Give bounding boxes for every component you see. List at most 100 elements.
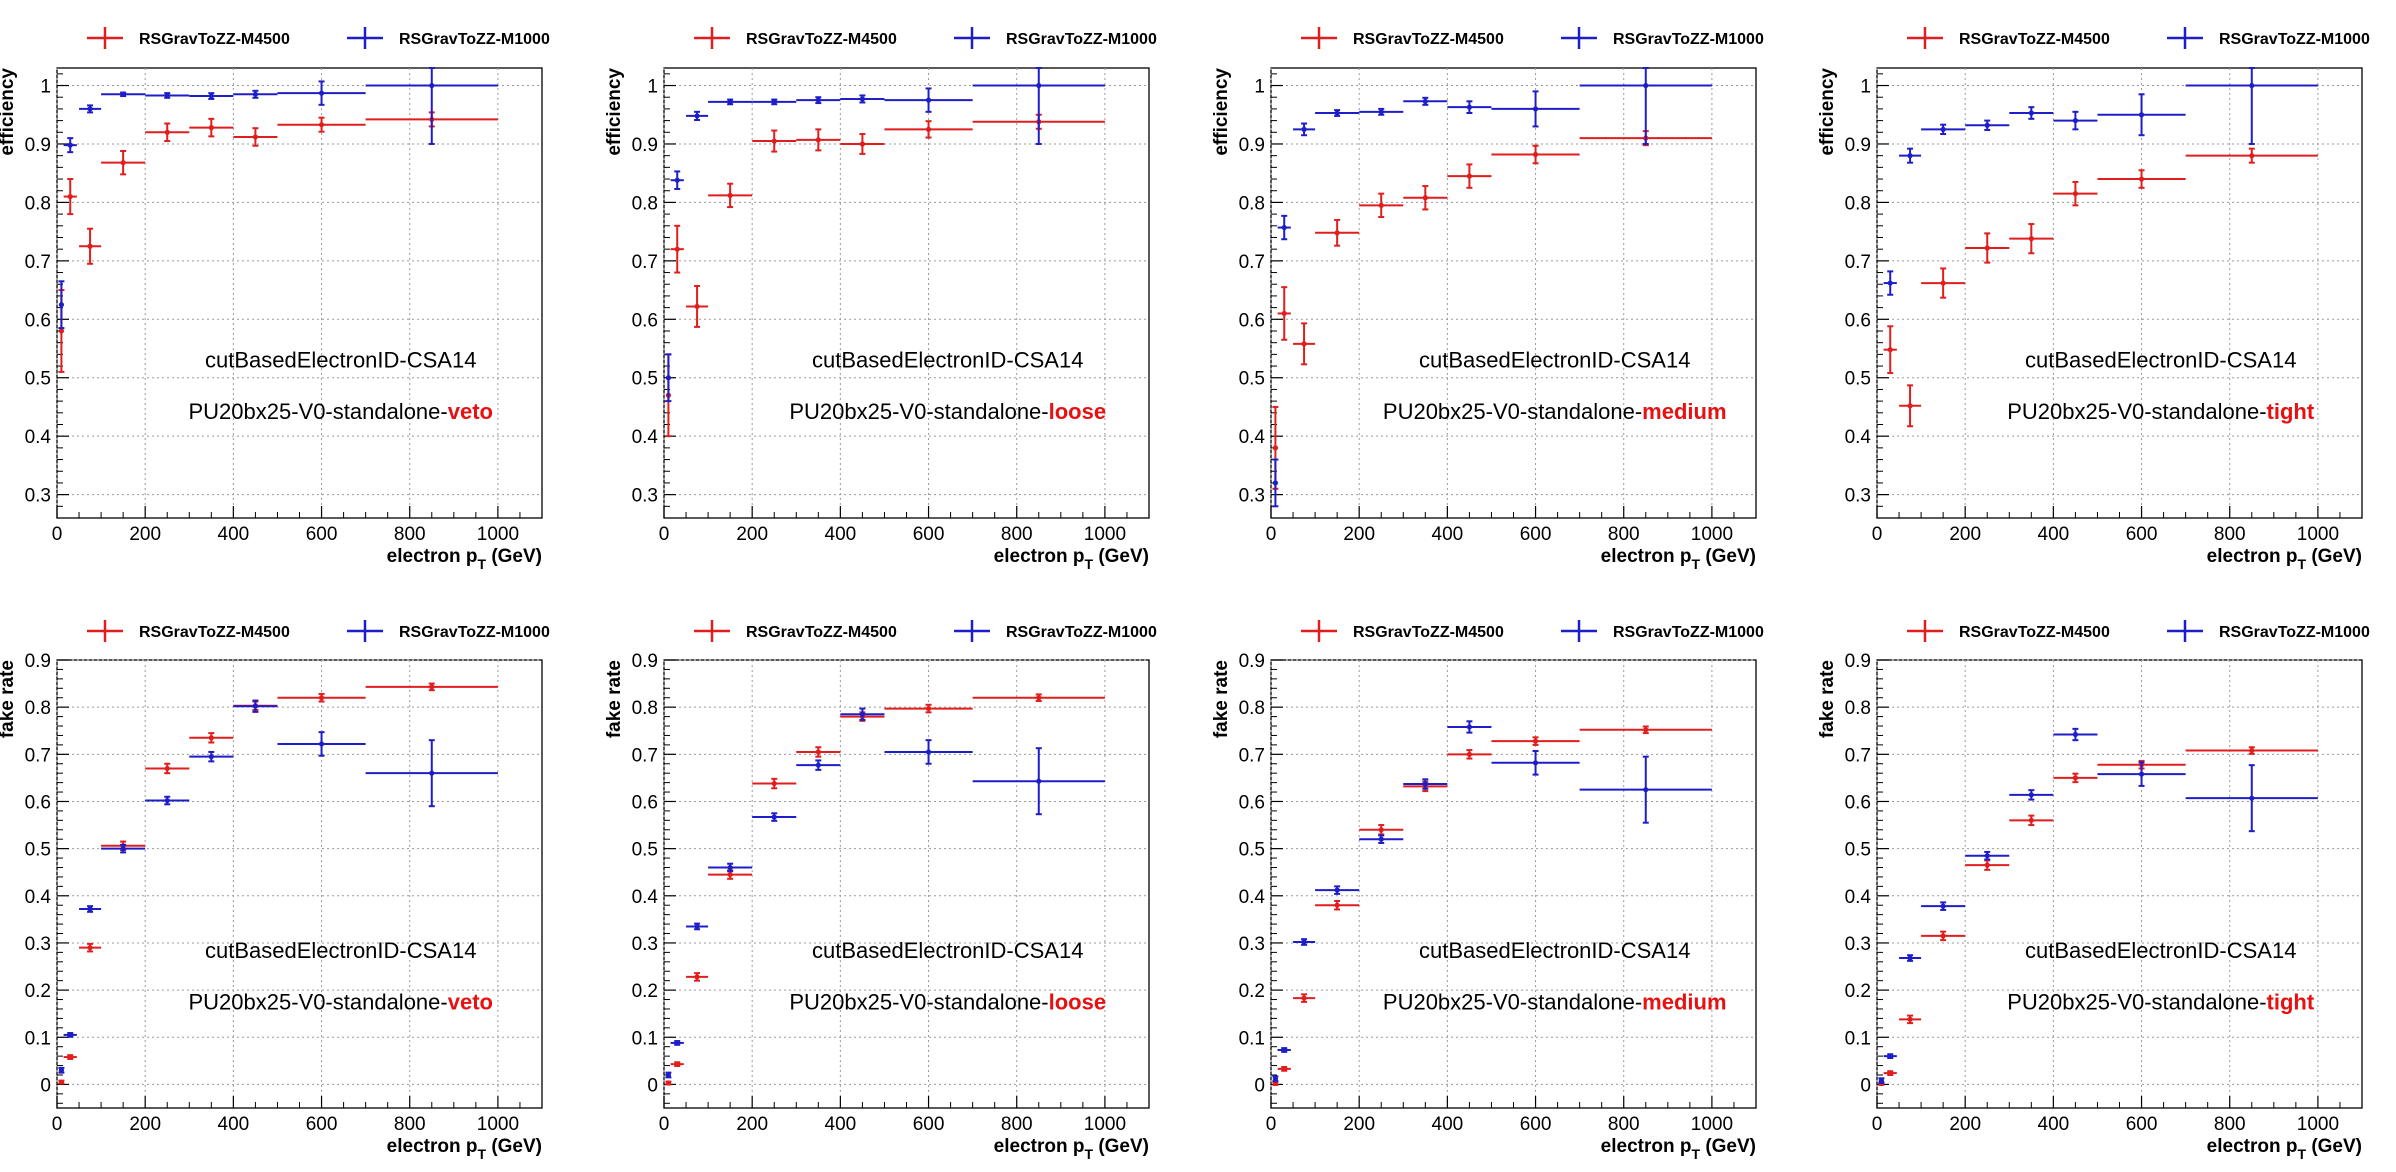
data-point (1887, 1070, 1893, 1076)
data-point (1334, 110, 1340, 116)
data-point (1643, 82, 1649, 89)
data-point (1281, 1066, 1287, 1072)
data-point (1532, 151, 1539, 158)
x-tick-label: 600 (913, 1114, 945, 1135)
y-tick-label: 0.8 (25, 698, 51, 719)
x-axis-title: electron pT (GeV) (2207, 1136, 2362, 1162)
data-point (1036, 695, 1042, 701)
x-tick-label: 600 (1520, 1114, 1552, 1135)
y-axis-title: fake rate (0, 660, 18, 738)
data-point (2028, 110, 2034, 116)
y-tick-label: 0.4 (25, 887, 52, 908)
x-axis-title: electron pT (GeV) (994, 546, 1149, 572)
x-tick-label: 800 (2214, 1114, 2246, 1135)
data-point (859, 96, 866, 102)
data-point (694, 113, 700, 119)
data-point (1378, 836, 1384, 842)
x-tick-label: 600 (913, 524, 945, 545)
data-point (1643, 787, 1649, 793)
data-point (727, 871, 733, 878)
data-point (164, 92, 170, 99)
data-point (771, 814, 777, 820)
data-point (318, 122, 325, 128)
legend-label: RSGravToZZ-M1000 (399, 31, 550, 48)
y-tick-label: 0.3 (632, 486, 658, 507)
x-tick-label: 0 (659, 1114, 670, 1135)
data-point (1281, 1047, 1287, 1053)
y-tick-label: 0.4 (25, 427, 52, 448)
legend-label: RSGravToZZ-M1000 (2219, 31, 2370, 48)
legend-label: RSGravToZZ-M4500 (1959, 31, 2110, 48)
legend-label: RSGravToZZ-M4500 (1353, 624, 1504, 641)
x-tick-label: 600 (306, 524, 338, 545)
legend-label: RSGravToZZ-M4500 (139, 624, 290, 641)
working-point-tag: PU20bx25-V0-standalone-loose (789, 399, 1106, 424)
x-tick-label: 800 (394, 524, 426, 545)
data-point (1378, 109, 1384, 115)
panel-title: cutBasedElectronID-CSA14 (205, 347, 476, 372)
data-point (1466, 724, 1473, 730)
data-point (674, 177, 680, 183)
y-axis-title: efficiency (1817, 68, 1838, 156)
y-tick-label: 0.3 (1845, 486, 1871, 507)
x-tick-label: 0 (1872, 524, 1883, 545)
x-tick-label: 800 (394, 1114, 426, 1135)
y-tick-label: 1 (1254, 77, 1265, 98)
data-point (1907, 403, 1913, 409)
y-tick-label: 0.2 (632, 981, 658, 1002)
data-point (1334, 887, 1340, 893)
x-tick-label: 1000 (2297, 1114, 2339, 1135)
x-tick-label: 200 (736, 524, 768, 545)
x-axis-title: electron pT (GeV) (2207, 546, 2362, 572)
data-point (120, 160, 126, 166)
data-point (164, 765, 170, 772)
x-tick-label: 400 (2038, 524, 2070, 545)
x-tick-label: 400 (1432, 524, 1464, 545)
y-tick-label: 0.9 (1845, 135, 1871, 156)
data-point (1466, 104, 1473, 110)
data-point (1532, 106, 1539, 112)
y-tick-label: 0.6 (25, 310, 51, 331)
y-tick-label: 0.1 (632, 1028, 658, 1049)
data-point (2249, 153, 2255, 159)
x-tick-label: 1000 (477, 524, 519, 545)
data-point (925, 126, 932, 132)
data-point (665, 1080, 672, 1086)
plot-frame (56, 67, 543, 519)
y-tick-label: 0.6 (1845, 792, 1871, 813)
x-tick-label: 800 (1001, 1114, 1033, 1135)
data-point (674, 1040, 680, 1046)
y-tick-label: 0.8 (1239, 698, 1265, 719)
data-point (87, 243, 93, 249)
data-point (318, 90, 325, 96)
x-tick-label: 400 (218, 524, 250, 545)
y-axis-title: fake rate (604, 660, 625, 738)
data-point (1422, 195, 1428, 201)
data-point (1940, 933, 1946, 939)
y-tick-label: 0.1 (1239, 1028, 1265, 1049)
working-point-tag: PU20bx25-V0-standalone-tight (2007, 399, 2315, 424)
x-tick-label: 200 (1949, 524, 1981, 545)
y-tick-label: 0.6 (632, 792, 658, 813)
data-point (1281, 224, 1287, 231)
y-tick-label: 0.5 (25, 840, 51, 861)
x-tick-label: 1000 (1084, 1114, 1126, 1135)
data-point (1466, 751, 1473, 757)
data-point (815, 762, 821, 768)
data-point (2072, 775, 2079, 781)
data-point (859, 711, 866, 717)
data-point (67, 1054, 73, 1060)
y-tick-label: 0 (1860, 1075, 1871, 1096)
data-point (815, 137, 821, 143)
panel-title: cutBasedElectronID-CSA14 (2025, 347, 2296, 372)
working-point-tag: PU20bx25-V0-standalone-loose (789, 989, 1106, 1014)
x-tick-label: 0 (659, 524, 670, 545)
x-tick-label: 800 (1001, 524, 1033, 545)
data-point (1334, 230, 1340, 236)
y-tick-label: 0.7 (25, 745, 51, 766)
y-tick-label: 0.8 (632, 193, 658, 214)
panel-title: cutBasedElectronID-CSA14 (205, 938, 476, 963)
y-tick-label: 0.3 (25, 934, 51, 955)
data-point (208, 125, 214, 131)
